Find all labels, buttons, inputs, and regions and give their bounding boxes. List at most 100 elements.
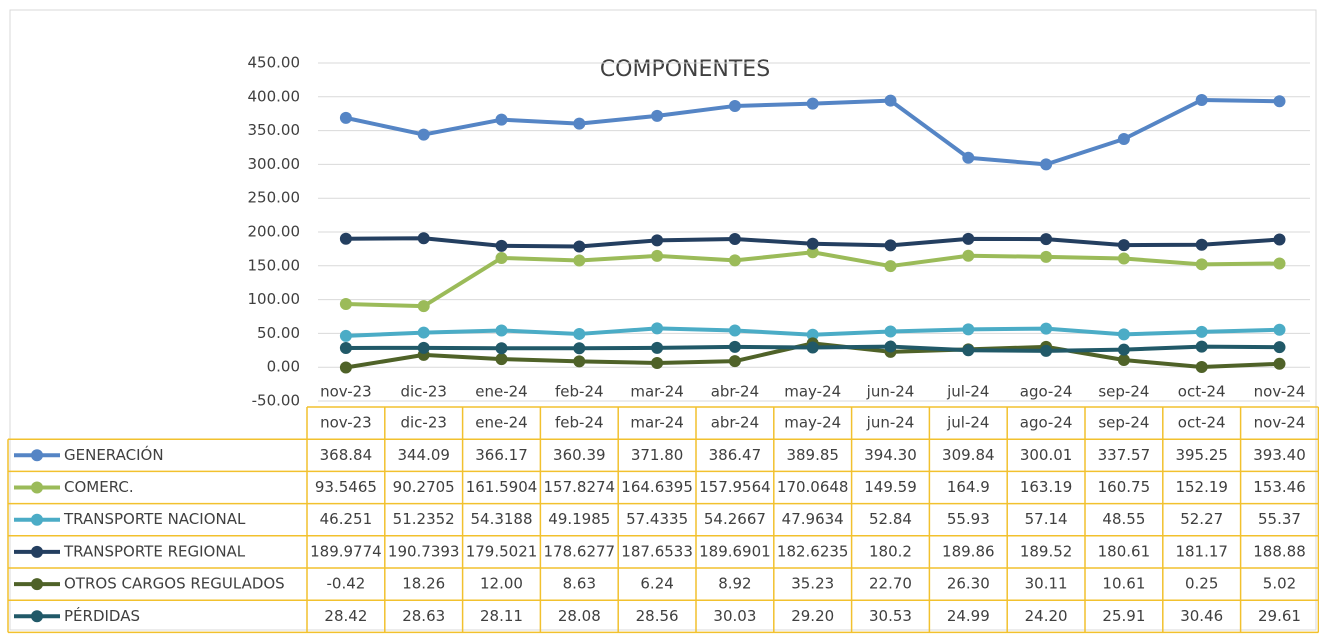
series-marker bbox=[1195, 94, 1208, 107]
table-value: 189.52 bbox=[1020, 542, 1073, 560]
table-value: 8.92 bbox=[718, 575, 751, 593]
table-value: 52.84 bbox=[869, 510, 912, 528]
series-marker bbox=[1040, 233, 1053, 246]
series-marker bbox=[573, 327, 586, 340]
series-marker bbox=[573, 117, 586, 130]
series-marker bbox=[495, 342, 508, 355]
table-value: 24.20 bbox=[1025, 607, 1068, 625]
table-value: 157.9564 bbox=[699, 478, 771, 496]
table-header: mar-24 bbox=[630, 414, 684, 432]
table-value: 49.1985 bbox=[548, 510, 610, 528]
series-marker bbox=[1195, 325, 1208, 338]
table-value: 90.2705 bbox=[393, 478, 455, 496]
series-line bbox=[345, 98, 1280, 167]
series-marker bbox=[495, 353, 508, 366]
table-value: 55.93 bbox=[947, 510, 990, 528]
series-marker bbox=[651, 109, 664, 122]
y-tick-label: 0.00 bbox=[267, 358, 300, 376]
table-value: 52.27 bbox=[1180, 510, 1223, 528]
series-marker bbox=[884, 94, 897, 107]
series-marker bbox=[806, 237, 819, 250]
series-marker bbox=[651, 341, 664, 354]
table-value: 46.251 bbox=[320, 510, 373, 528]
table-value: 57.14 bbox=[1025, 510, 1068, 528]
table-value: 344.09 bbox=[397, 446, 450, 464]
table-header: dic-23 bbox=[400, 414, 446, 432]
table-header: ene-24 bbox=[475, 414, 527, 432]
table-value: 153.46 bbox=[1253, 478, 1306, 496]
table-value: 6.24 bbox=[640, 575, 673, 593]
series-marker bbox=[962, 344, 975, 357]
table-value: 181.17 bbox=[1175, 542, 1228, 560]
series-marker bbox=[728, 355, 741, 368]
legend-label: TRANSPORTE NACIONAL bbox=[63, 510, 246, 528]
table-value: 164.6395 bbox=[621, 478, 693, 496]
series-line bbox=[345, 250, 1280, 309]
table-value: 309.84 bbox=[942, 446, 995, 464]
series-marker bbox=[573, 342, 586, 355]
y-tick-label: 100.00 bbox=[248, 290, 301, 308]
x-tick-label: oct-24 bbox=[1178, 383, 1226, 401]
x-tick-label: ago-24 bbox=[1020, 383, 1073, 401]
series-marker bbox=[1195, 238, 1208, 251]
table-value: 187.6533 bbox=[621, 542, 693, 560]
table-value: 395.25 bbox=[1175, 446, 1228, 464]
series-marker bbox=[1273, 323, 1286, 336]
series-marker bbox=[339, 111, 352, 124]
table-header: nov-23 bbox=[320, 414, 372, 432]
table-value: 149.59 bbox=[864, 478, 917, 496]
table-value: 164.9 bbox=[947, 478, 990, 496]
table-value: 57.4335 bbox=[626, 510, 688, 528]
series-marker bbox=[884, 239, 897, 252]
series-marker bbox=[651, 234, 664, 247]
table-value: 163.19 bbox=[1020, 478, 1073, 496]
series-marker bbox=[417, 326, 430, 339]
table-value: 360.39 bbox=[553, 446, 606, 464]
table-value: 337.57 bbox=[1098, 446, 1151, 464]
series-marker bbox=[806, 341, 819, 354]
table-value: 93.5465 bbox=[315, 478, 377, 496]
series-marker bbox=[417, 128, 430, 141]
y-tick-label: 250.00 bbox=[248, 189, 301, 207]
series-marker bbox=[495, 239, 508, 252]
table-value: 389.85 bbox=[786, 446, 839, 464]
series-marker bbox=[339, 329, 352, 342]
table-value: 10.61 bbox=[1102, 575, 1145, 593]
table-value: 18.26 bbox=[402, 575, 445, 593]
x-tick-label: jun-24 bbox=[866, 383, 915, 401]
table-value: 47.9634 bbox=[782, 510, 844, 528]
series-marker bbox=[417, 300, 430, 313]
series-marker bbox=[962, 151, 975, 164]
table-value: 29.20 bbox=[791, 607, 834, 625]
x-tick-label: nov-23 bbox=[320, 383, 372, 401]
legend-label: COMERC. bbox=[64, 478, 134, 496]
table-value: 29.61 bbox=[1258, 607, 1301, 625]
x-tick-label: may-24 bbox=[784, 383, 841, 401]
series-marker bbox=[884, 340, 897, 353]
table-header: ago-24 bbox=[1020, 414, 1073, 432]
legend-label: OTROS CARGOS REGULADOS bbox=[64, 575, 285, 593]
chart-title: COMPONENTES bbox=[600, 57, 770, 82]
table-value: 386.47 bbox=[709, 446, 762, 464]
table-value: 54.2667 bbox=[704, 510, 766, 528]
series-marker bbox=[573, 355, 586, 368]
table-value: 30.11 bbox=[1025, 575, 1068, 593]
table-value: 30.03 bbox=[713, 607, 756, 625]
x-tick-label: ene-24 bbox=[475, 383, 527, 401]
table-value: 30.53 bbox=[869, 607, 912, 625]
table-value: 178.6277 bbox=[544, 542, 616, 560]
series-marker bbox=[417, 341, 430, 354]
table-header: oct-24 bbox=[1178, 414, 1226, 432]
series-marker bbox=[1040, 158, 1053, 171]
table-value: 35.23 bbox=[791, 575, 834, 593]
series-marker bbox=[417, 232, 430, 245]
series-marker bbox=[651, 322, 664, 335]
table-value: 189.6901 bbox=[699, 542, 771, 560]
series-marker bbox=[495, 324, 508, 337]
legend-label: PÉRDIDAS bbox=[64, 606, 140, 625]
legend-key-marker bbox=[31, 578, 43, 591]
legend-label: TRANSPORTE REGIONAL bbox=[63, 542, 246, 560]
series-marker bbox=[884, 260, 897, 273]
series-marker bbox=[339, 232, 352, 245]
y-tick-label: 150.00 bbox=[248, 256, 301, 274]
